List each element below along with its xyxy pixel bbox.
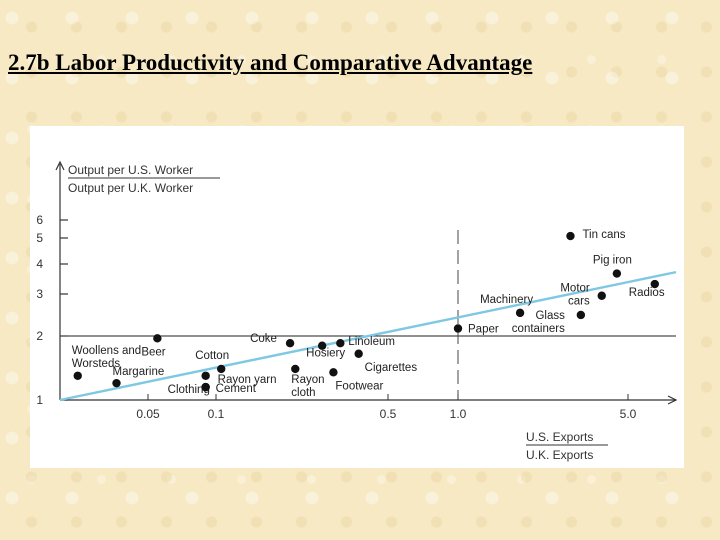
point-label-beer: Beer — [141, 346, 165, 358]
x-axis-label-numerator: U.S. Exports — [526, 430, 593, 444]
labor-productivity-chart: 1 2 3 4 5 6 0.05 0.1 0.5 1.0 5.0 Output per U.S. Wo… — [36, 160, 678, 462]
point-label-line: Cigarettes — [365, 362, 418, 374]
x-tick-label: 1.0 — [450, 407, 467, 421]
point-label-line: Motor — [560, 283, 590, 295]
point-label-line: Pig iron — [593, 255, 632, 267]
point-label-line: Woollens and — [72, 345, 141, 357]
y-tick-label: 2 — [36, 329, 43, 343]
point-label-line: cars — [568, 296, 590, 308]
point-label-cigarettes: Cigarettes — [365, 362, 418, 374]
point-label-footwear: Footwear — [335, 380, 383, 392]
point-label-pig-iron: Pig iron — [593, 255, 632, 267]
x-tick-label: 0.1 — [208, 407, 225, 421]
point-label-line: Machinery — [480, 294, 533, 306]
point-label-line: Paper — [468, 324, 499, 336]
data-point-cigarettes — [354, 349, 363, 358]
y-axis-label-numerator: Output per U.S. Worker — [68, 163, 193, 177]
point-label-tin-cans: Tin cans — [582, 229, 625, 241]
data-point-rayon-yarn — [201, 371, 210, 380]
point-label-paper: Paper — [468, 324, 499, 336]
point-label-linoleum: Linoleum — [348, 336, 395, 348]
y-tick-label: 1 — [36, 393, 43, 407]
data-point-hosiery — [317, 341, 327, 350]
point-label-glass-containers: Glass containers — [512, 310, 565, 335]
data-point-pig-iron — [612, 269, 622, 278]
chart-panel: 1 2 3 4 5 6 0.05 0.1 0.5 1.0 5.0 Output per U.S. Wo… — [30, 126, 684, 468]
point-label-margarine: Margarine — [113, 366, 165, 378]
point-label-line: Rayon — [291, 374, 324, 386]
point-label-cement: Cement — [216, 383, 257, 395]
data-point-glass-containers — [576, 310, 586, 320]
point-label-radios: Radios — [629, 287, 665, 299]
slide-title: 2.7b Labor Productivity and Comparative … — [8, 50, 533, 75]
data-point-linoleum — [336, 338, 345, 348]
point-label-line: Linoleum — [348, 336, 395, 348]
data-point-paper — [453, 324, 463, 333]
data-point-cotton — [217, 364, 226, 374]
data-point-radios — [650, 279, 659, 289]
point-label-line: Clothing — [168, 384, 210, 396]
y-tick-label: 5 — [36, 231, 43, 245]
point-label-rayon-cloth: Rayon cloth — [291, 374, 324, 399]
point-label-motor-cars: Motor cars — [560, 283, 590, 308]
y-tick-label: 3 — [36, 287, 43, 301]
y-tick-label: 4 — [36, 257, 43, 271]
point-label-line: Cement — [216, 383, 257, 395]
data-point-rayon-cloth — [291, 364, 300, 374]
point-label-line: Rayon yarn — [218, 374, 277, 386]
point-label-line: containers — [512, 323, 565, 335]
data-point-beer — [153, 334, 162, 343]
point-label-line: Hosiery — [306, 348, 345, 360]
point-label-line: Worsteds — [72, 358, 121, 370]
data-point-machinery — [515, 308, 525, 318]
x-tick-label: 0.05 — [136, 407, 160, 421]
x-tick-label: 0.5 — [380, 407, 397, 421]
y-tick-label: 6 — [36, 213, 43, 227]
point-label-machinery: Machinery — [480, 294, 533, 306]
point-label-rayon-yarn: Rayon yarn — [218, 374, 277, 386]
data-point-motor-cars — [597, 291, 606, 300]
data-point-cement — [201, 382, 210, 392]
point-label-line: Tin cans — [582, 229, 625, 241]
point-label-woollens-and-worsteds: Woollens and Worsteds — [72, 345, 141, 370]
x-tick-label: 5.0 — [620, 407, 637, 421]
point-label-coke: Coke — [250, 333, 277, 345]
y-axis-label-denominator: Output per U.K. Worker — [68, 181, 193, 195]
point-label-cotton: Cotton — [195, 350, 229, 362]
data-point-woollens-and-worsteds — [73, 371, 82, 380]
data-point-coke — [285, 338, 295, 348]
point-label-line: Coke — [250, 333, 277, 345]
y-axis-arrow — [55, 160, 65, 171]
trend-line — [59, 270, 677, 402]
point-label-line: Glass — [535, 310, 565, 322]
point-label-hosiery: Hosiery — [306, 348, 345, 360]
data-point-tin-cans — [566, 231, 575, 241]
point-label-line: Cotton — [195, 350, 229, 362]
point-label-line: Margarine — [113, 366, 165, 378]
point-label-line: Radios — [629, 287, 665, 299]
point-label-line: cloth — [291, 387, 315, 399]
data-point-footwear — [329, 368, 338, 377]
x-axis-arrow — [667, 395, 678, 405]
point-label-clothing: Clothing — [168, 384, 210, 396]
point-label-line: Beer — [141, 346, 165, 358]
x-axis-label-denominator: U.K. Exports — [526, 448, 593, 462]
point-label-line: Footwear — [335, 380, 383, 392]
data-point-margarine — [112, 378, 121, 388]
